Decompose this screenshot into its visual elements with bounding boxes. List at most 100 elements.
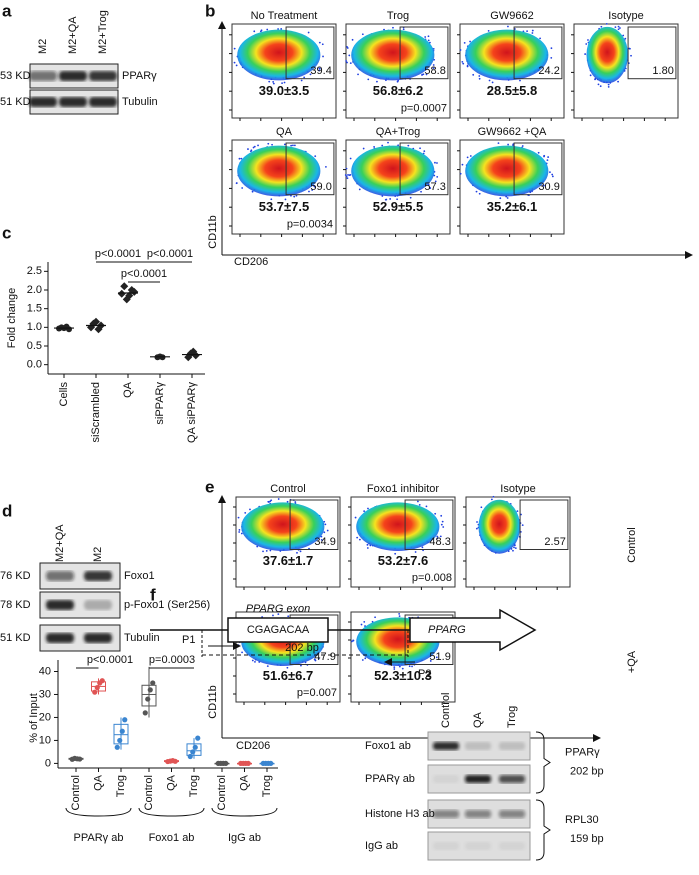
flow-event <box>300 79 303 82</box>
flow-event <box>475 527 478 530</box>
flow-event <box>600 25 603 28</box>
amplicon-label: 202 bp <box>285 642 319 654</box>
flow-event <box>398 615 401 618</box>
flow-event <box>466 156 469 159</box>
x-tick-label: QA <box>122 381 134 398</box>
flow-event <box>396 198 399 201</box>
flow-event <box>519 79 521 82</box>
flow-event <box>290 144 293 147</box>
flow-event <box>514 547 517 550</box>
flow-event <box>472 73 475 76</box>
flow-event <box>469 155 472 157</box>
band <box>46 600 74 610</box>
flow-event <box>317 657 320 660</box>
flow-event <box>521 524 524 527</box>
data-point <box>147 687 153 693</box>
group-bracket <box>211 807 278 817</box>
flow-event <box>266 665 269 668</box>
flow-event <box>281 82 283 85</box>
flow-event <box>244 511 247 514</box>
gate-value: 59.0 <box>310 181 331 193</box>
flow-density <box>241 502 325 551</box>
data-point <box>190 749 196 755</box>
flow-event <box>490 498 493 501</box>
flow-event <box>384 198 387 201</box>
gate <box>627 26 677 80</box>
axis-label: CD11b <box>207 685 219 718</box>
gate-value: 47.9 <box>314 651 335 663</box>
flow-event <box>292 144 294 147</box>
flow-event <box>421 546 424 549</box>
p-value: p<0.0001 <box>147 248 193 260</box>
flow-stat: 51.6±6.7 <box>263 668 314 683</box>
flow-event <box>427 39 430 42</box>
gate <box>513 26 563 80</box>
flow-event <box>587 39 589 41</box>
flow-event <box>324 523 327 526</box>
flow-event <box>466 65 469 68</box>
flow-event <box>269 549 272 552</box>
flow-event <box>262 550 264 553</box>
flow-event <box>251 190 254 193</box>
band-label: Foxo1 <box>124 570 155 582</box>
flow-event <box>253 145 256 148</box>
flow-event <box>550 47 553 50</box>
flow-event <box>462 62 465 65</box>
flow-event <box>267 142 270 145</box>
flow-event <box>393 666 396 669</box>
flow-event <box>383 28 385 31</box>
flow-event <box>401 667 404 670</box>
band-label: Tubulin <box>122 96 158 108</box>
flow-event <box>358 538 361 541</box>
flow-event <box>240 532 243 535</box>
data-point <box>195 735 201 741</box>
flow-event <box>617 25 620 28</box>
flow-event <box>487 29 490 32</box>
gate-value: 57.3 <box>424 181 445 193</box>
flow-title: Control <box>270 483 305 495</box>
flow-event <box>256 545 259 548</box>
data-point <box>187 753 193 760</box>
x-tick-label: Cells <box>58 382 70 407</box>
flow-event <box>629 47 631 50</box>
flow-title: Isotype <box>500 483 535 495</box>
flow-event <box>585 43 588 45</box>
flow-event <box>238 531 241 533</box>
flow-event <box>361 33 364 36</box>
x-tick-label: Control <box>216 775 228 810</box>
flow-event <box>397 144 400 147</box>
flow-density <box>465 29 549 81</box>
flow-event <box>617 80 619 83</box>
flow-event <box>293 195 296 198</box>
flow-event <box>478 77 481 80</box>
flow-event <box>392 26 394 29</box>
flow-event <box>607 83 610 86</box>
flow-event <box>241 651 243 654</box>
flow-event <box>398 665 401 668</box>
flow-event <box>461 163 464 166</box>
flow-event <box>314 659 317 662</box>
bracket-size: 202 bp <box>570 765 604 777</box>
flow-event <box>488 79 491 82</box>
flow-event <box>286 666 289 669</box>
gel-bracket <box>535 731 551 794</box>
flow-event <box>393 668 396 670</box>
data-point <box>120 282 129 291</box>
band <box>29 71 57 81</box>
flow-event <box>295 194 298 197</box>
flow-event <box>363 620 366 623</box>
flow-title: Trog <box>387 10 409 22</box>
flow-event <box>376 80 378 83</box>
gate <box>289 499 339 550</box>
band-label: Tubulin <box>124 632 160 644</box>
y-tick-label: 2.5 <box>27 265 42 277</box>
flow-event <box>311 189 314 191</box>
flow-event <box>387 141 389 144</box>
gate <box>513 142 563 196</box>
flow-event <box>322 55 324 58</box>
flow-event <box>325 165 327 168</box>
flow-event <box>308 190 310 193</box>
flow-event <box>267 500 270 503</box>
flow-event <box>233 61 236 64</box>
